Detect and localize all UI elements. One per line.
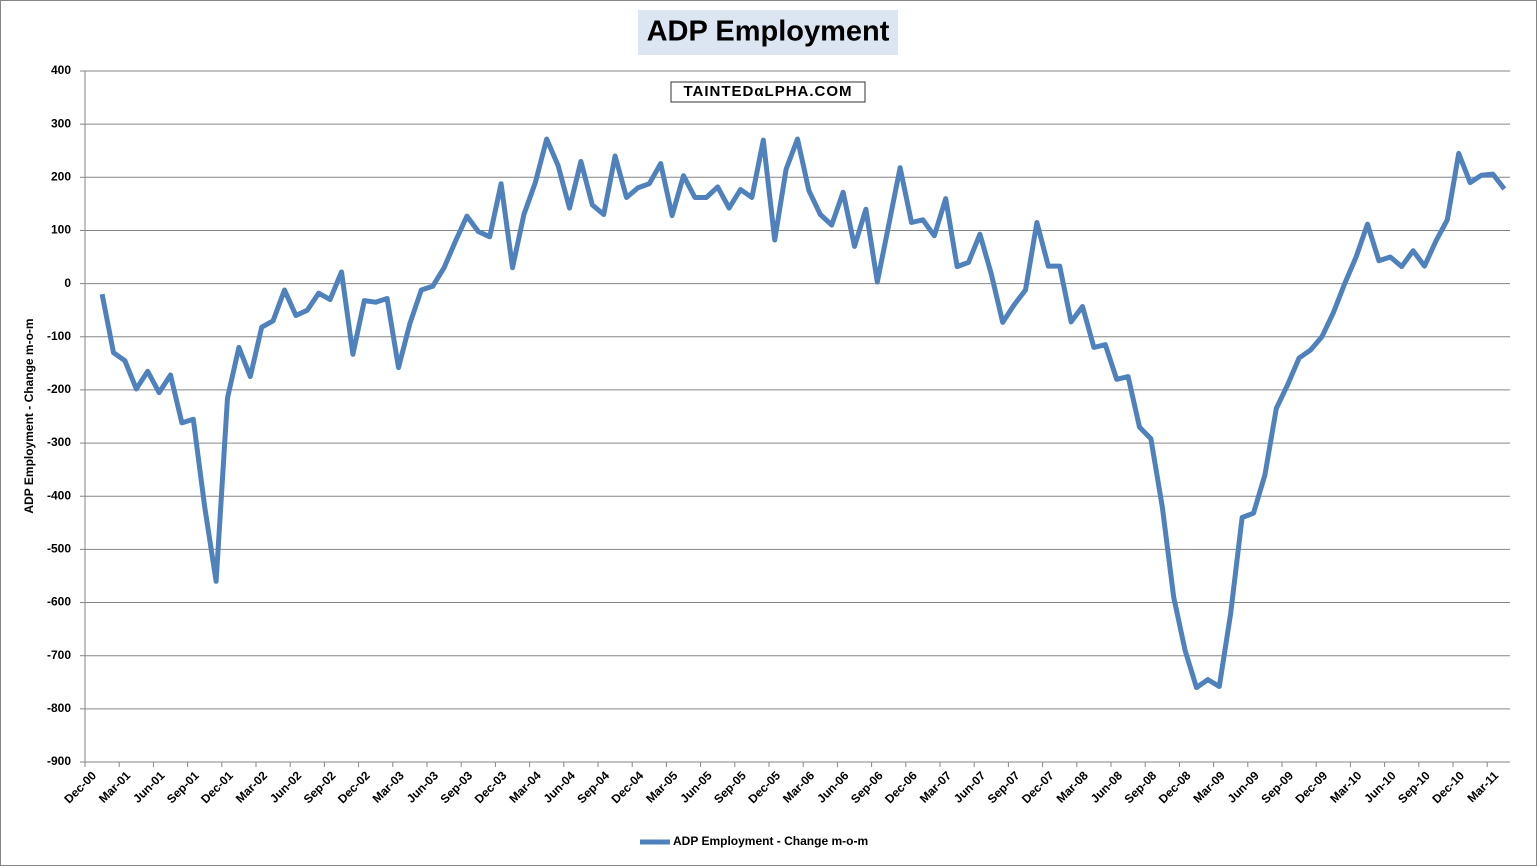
y-tick-label: 200: [51, 169, 71, 183]
watermark: TAINTEDαLPHA.COM: [683, 83, 852, 100]
y-tick-label: 100: [51, 223, 71, 237]
y-axis-label: ADP Employment - Change m-o-m: [22, 318, 36, 513]
y-tick-label: -100: [47, 329, 71, 343]
y-tick-label: -800: [47, 701, 71, 715]
y-tick-label: 400: [51, 63, 71, 77]
legend-label: ADP Employment - Change m-o-m: [673, 834, 868, 848]
y-tick-label: -400: [47, 488, 71, 502]
chart-title: ADP Employment: [647, 16, 890, 48]
y-tick-label: 0: [64, 276, 71, 290]
y-tick-label: -600: [47, 595, 71, 609]
y-tick-label: -900: [47, 754, 71, 768]
y-tick-label: -200: [47, 382, 71, 396]
data-line: [99, 136, 1507, 691]
y-tick-label: 300: [51, 116, 71, 130]
title-background: [638, 10, 898, 55]
y-tick-label: -700: [47, 648, 71, 662]
y-tick-label: -300: [47, 435, 71, 449]
watermark-box: [670, 81, 866, 103]
y-tick-label: -500: [47, 542, 71, 556]
